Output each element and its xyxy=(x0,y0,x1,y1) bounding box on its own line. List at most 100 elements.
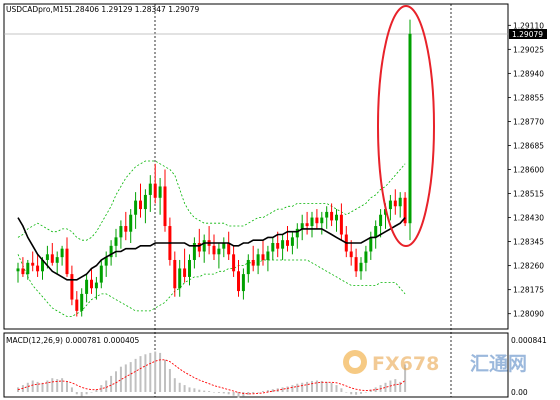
candle-body xyxy=(21,268,25,275)
candle-bear xyxy=(70,265,74,306)
candle-body xyxy=(403,197,407,224)
candle-bull xyxy=(295,223,299,249)
candle-body xyxy=(55,257,59,263)
candle-body xyxy=(153,183,157,198)
candle-bear xyxy=(315,209,319,229)
candle-bear xyxy=(173,251,177,297)
macd-bar xyxy=(404,364,407,392)
macd-bar xyxy=(26,382,29,392)
price-tick-label: 1.28685 xyxy=(513,141,544,150)
candle-bull xyxy=(300,214,304,241)
macd-panel xyxy=(3,332,509,398)
macd-bar xyxy=(232,392,235,396)
macd-bar xyxy=(374,387,377,392)
macd-bar xyxy=(66,381,68,392)
candle-body xyxy=(212,245,216,255)
macd-bar xyxy=(355,392,358,395)
candle-body xyxy=(227,243,231,255)
macd-bar xyxy=(115,371,117,392)
candle-bull xyxy=(80,288,84,317)
macd-bar xyxy=(183,385,186,392)
band-lower-line xyxy=(17,254,406,317)
candlesticks xyxy=(16,19,412,317)
fx678-watermark: FX678 汇通网 xyxy=(343,350,527,375)
candle-body xyxy=(178,268,182,289)
macd-bar xyxy=(315,380,318,392)
macd-bar xyxy=(296,383,299,392)
candle-body xyxy=(134,200,138,215)
candle-bear xyxy=(139,183,142,218)
candle-body xyxy=(222,243,226,249)
main-panel xyxy=(3,3,509,330)
candle-bear xyxy=(227,231,231,260)
macd-bar xyxy=(213,392,215,393)
price-tick-label: 1.28600 xyxy=(513,166,544,175)
macd-bar xyxy=(394,379,397,392)
price-tick-label: 1.28175 xyxy=(513,286,544,295)
macd-bar xyxy=(252,392,255,394)
chart-ohlc: 1.28406 1.29129 1.28347 1.29079 xyxy=(68,5,199,14)
candle-body xyxy=(339,214,343,235)
current-price-tag xyxy=(509,29,547,39)
candle-body xyxy=(85,279,89,294)
candle-bull xyxy=(359,257,363,280)
candle-body xyxy=(261,254,265,260)
candle-body xyxy=(246,259,250,275)
price-tick-label: 1.28940 xyxy=(513,69,544,78)
macd-tick-top: 0.000841 xyxy=(511,336,547,345)
candle-body xyxy=(31,262,35,266)
candle-bear xyxy=(65,237,69,277)
candle-bull xyxy=(129,209,133,244)
candle-body xyxy=(305,223,309,227)
candle-bull xyxy=(202,234,206,263)
price-tick-label: 1.28855 xyxy=(513,93,544,102)
candle-bear xyxy=(403,192,407,227)
macd-bar xyxy=(164,359,166,392)
candle-body xyxy=(393,200,397,207)
macd-bar xyxy=(134,358,137,392)
candle-bull xyxy=(379,209,383,238)
candle-bear xyxy=(197,228,201,258)
band-upper-line xyxy=(17,160,406,241)
macd-indicator xyxy=(17,351,407,398)
candle-bull xyxy=(134,192,138,229)
candle-bull xyxy=(109,240,113,266)
chart-symbol: USDCADpro,M15 xyxy=(6,5,69,14)
candle-body xyxy=(369,237,373,252)
price-tick-label: 1.29025 xyxy=(513,45,544,54)
fx678-logo-inner-icon xyxy=(349,356,361,368)
candle-bear xyxy=(124,211,128,241)
macd-bar xyxy=(364,392,367,393)
macd-bar xyxy=(384,382,387,392)
candle-bull xyxy=(16,262,20,283)
candle-body xyxy=(398,197,402,207)
candle-bull xyxy=(271,237,275,260)
candle-body xyxy=(320,217,324,224)
candle-body xyxy=(310,217,314,227)
candle-body xyxy=(119,226,123,238)
macd-bar xyxy=(306,381,309,392)
candle-body xyxy=(388,200,392,210)
candle-body xyxy=(148,183,152,195)
candle-bull xyxy=(192,237,196,269)
macd-bar xyxy=(51,378,54,392)
candle-body xyxy=(183,268,187,277)
candle-body xyxy=(364,251,368,263)
candle-body xyxy=(90,279,93,289)
macd-bar xyxy=(75,392,78,395)
macd-bar xyxy=(369,389,372,392)
candle-body xyxy=(256,254,260,266)
candle-bear xyxy=(339,203,343,241)
candle-bear xyxy=(276,231,280,258)
macd-bar xyxy=(188,387,191,392)
macd-bar xyxy=(237,392,240,398)
macd-bar xyxy=(154,351,157,392)
candle-body xyxy=(315,217,319,224)
price-tick-label: 1.28090 xyxy=(513,310,544,319)
candle-body xyxy=(60,248,64,258)
candle-body xyxy=(266,251,270,260)
macd-bar xyxy=(350,392,353,395)
candle-bear xyxy=(75,291,79,317)
candle-body xyxy=(50,254,54,263)
